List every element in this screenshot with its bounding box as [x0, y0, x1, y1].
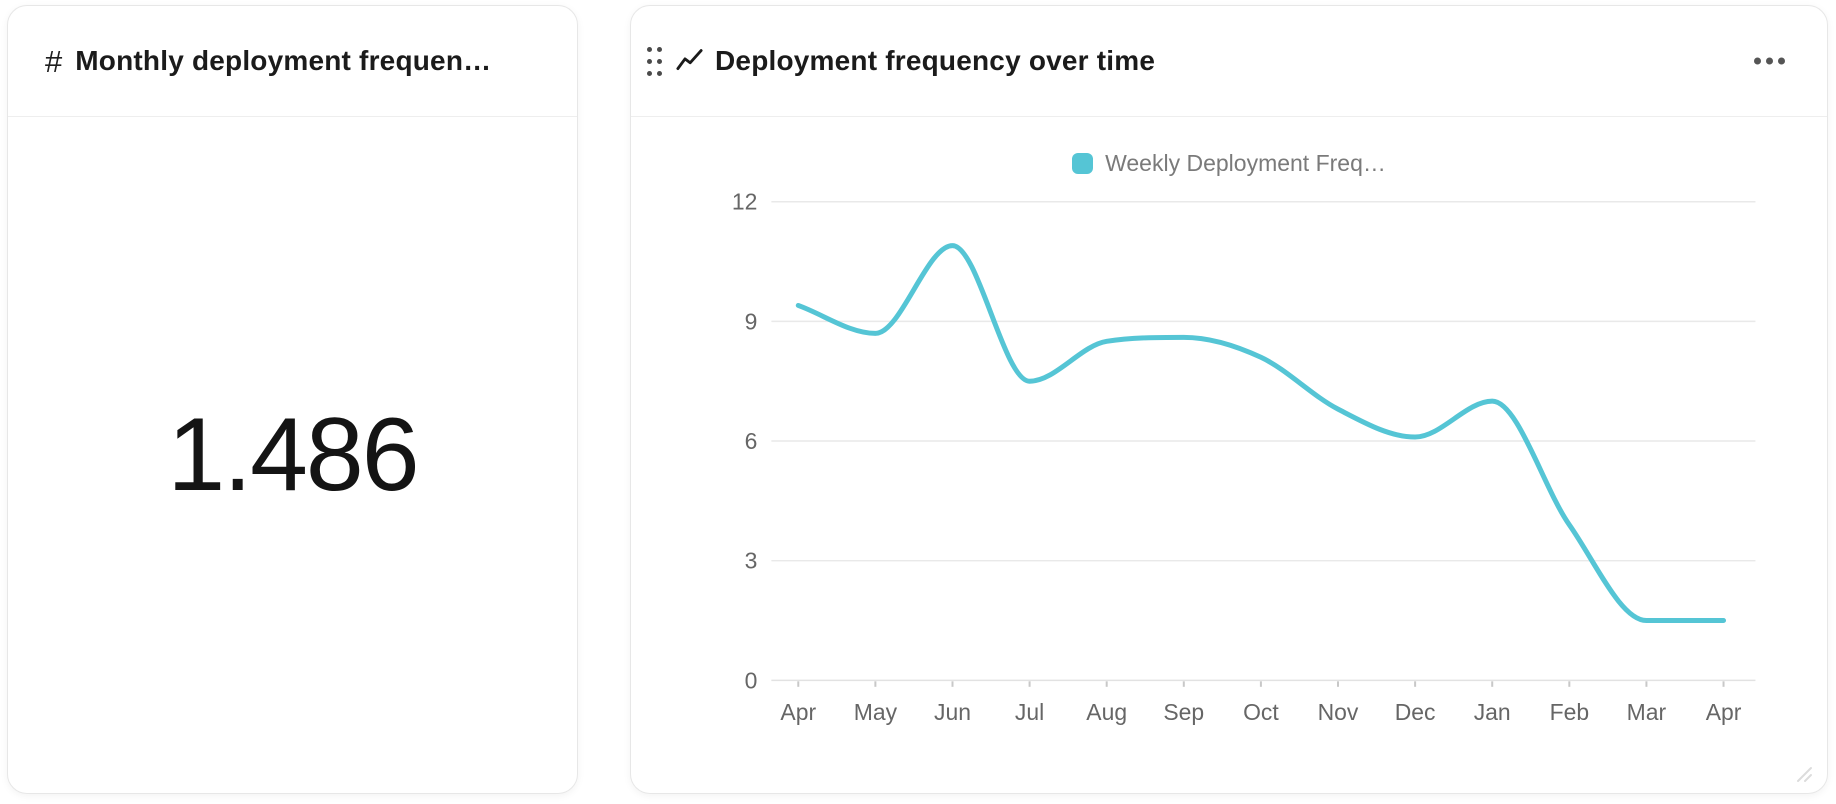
x-tick-label: Oct — [1243, 699, 1279, 725]
ellipsis-dot — [1778, 57, 1785, 65]
chart-card-header: Deployment frequency over time — [631, 6, 1827, 117]
x-tick-label: Jan — [1474, 699, 1511, 725]
kpi-card-header: # Monthly deployment frequen… — [8, 6, 577, 117]
more-options-button[interactable] — [1744, 48, 1795, 75]
x-axis-tick-marks — [797, 681, 1725, 687]
series-line — [795, 243, 1727, 624]
deployment-frequency-chart: 0 3 6 9 12 Apr May Jun Jul Aug Sep Oct Nov Dec Jan Feb… — [732, 189, 1756, 725]
kpi-card-title: Monthly deployment frequen… — [75, 45, 492, 76]
gridlines — [771, 201, 1756, 682]
kpi-value: 1.486 — [167, 397, 419, 513]
x-tick-label: Aug — [1086, 699, 1127, 725]
x-tick-label: Apr — [1706, 699, 1742, 725]
ellipsis-dot — [1766, 57, 1773, 65]
x-tick-label: Apr — [780, 699, 816, 725]
y-tick-label: 9 — [745, 308, 758, 334]
legend-label: Weekly Deployment Freq… — [1105, 150, 1386, 176]
chart-card: Deployment frequency over time Weekly De… — [630, 5, 1828, 794]
x-tick-label: May — [854, 699, 898, 725]
x-axis-labels: Apr May Jun Jul Aug Sep Oct Nov Dec Jan Feb Mar Apr — [780, 699, 1741, 725]
y-tick-label: 6 — [745, 428, 758, 454]
y-tick-label: 3 — [745, 548, 758, 574]
y-axis-labels: 0 3 6 9 12 — [732, 189, 758, 694]
drag-handle-icon[interactable] — [645, 41, 664, 82]
line-chart-icon — [676, 48, 703, 70]
chart-legend-item[interactable]: Weekly Deployment Freq… — [631, 150, 1827, 177]
y-tick-label: 0 — [745, 667, 758, 693]
number-hash-icon: # — [45, 43, 63, 79]
legend-swatch — [1072, 153, 1094, 174]
ellipsis-dot — [1754, 57, 1761, 65]
kpi-card: # Monthly deployment frequen… 1.486 — [7, 5, 578, 794]
kpi-card-body: 1.486 — [8, 118, 577, 793]
resize-corner-handle[interactable] — [1794, 764, 1814, 784]
x-tick-label: Sep — [1163, 699, 1204, 725]
x-tick-label: Feb — [1550, 699, 1590, 725]
x-tick-label: Jul — [1015, 699, 1044, 725]
y-tick-label: 12 — [732, 189, 758, 215]
chart-card-title: Deployment frequency over time — [715, 45, 1156, 76]
chart-body: Weekly Deployment Freq… 0 3 6 9 12 Apr May Jun… — [631, 118, 1827, 793]
x-tick-label: Nov — [1318, 699, 1359, 725]
x-tick-label: Dec — [1395, 699, 1436, 725]
x-tick-label: Jun — [934, 699, 971, 725]
x-tick-label: Mar — [1627, 699, 1667, 725]
